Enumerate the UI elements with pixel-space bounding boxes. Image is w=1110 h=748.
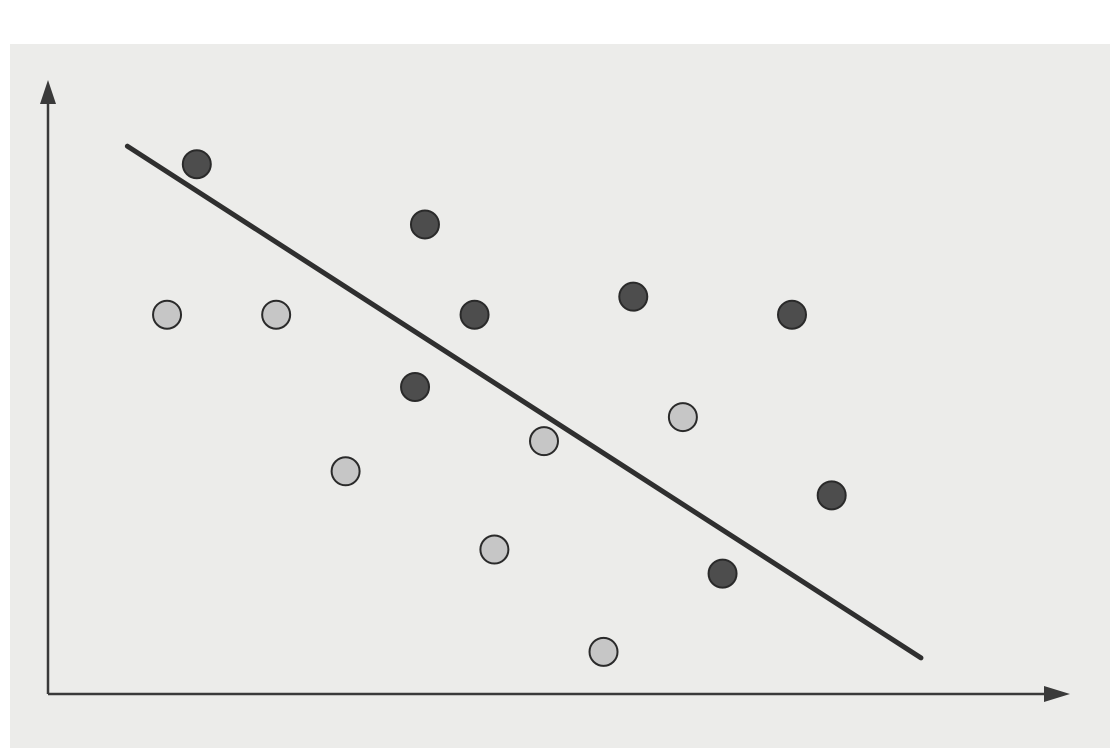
data-point-series1-7 xyxy=(816,480,847,511)
data-points-layer xyxy=(152,149,847,667)
data-point-series1-5 xyxy=(777,299,807,330)
data-point-series1-6 xyxy=(400,371,431,402)
data-point-series1-3 xyxy=(459,299,490,330)
data-point-series2-3 xyxy=(330,456,361,487)
axes xyxy=(40,80,1070,702)
data-point-series2-7 xyxy=(588,636,619,667)
y-axis-arrowhead xyxy=(40,80,56,104)
data-point-series2-2 xyxy=(261,299,292,330)
data-point-series2-4 xyxy=(529,426,559,457)
data-point-series1-4 xyxy=(618,281,649,312)
data-point-series2-6 xyxy=(479,534,510,565)
data-point-series1-1 xyxy=(181,149,212,180)
data-point-series2-1 xyxy=(152,299,183,330)
data-point-series2-5 xyxy=(667,402,698,433)
separating-line-layer xyxy=(124,143,924,661)
x-axis-arrowhead xyxy=(1044,686,1070,702)
separating-line xyxy=(124,143,924,661)
data-point-series1-8 xyxy=(707,558,738,589)
data-point-series1-2 xyxy=(409,209,440,240)
